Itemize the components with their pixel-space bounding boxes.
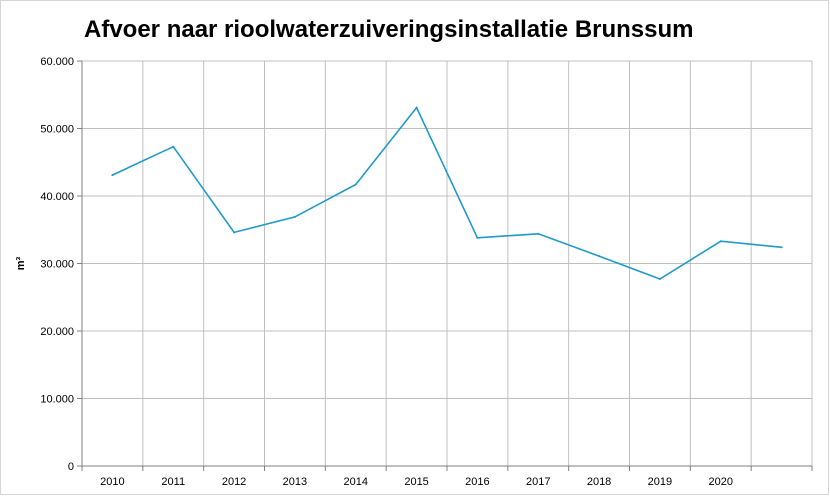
y-tick-label: 10.000 [40,394,74,406]
y-tick-label: 30.000 [40,259,74,271]
data-point [415,106,418,109]
x-tick-label: 2015 [404,476,428,488]
y-tick-label: 50.000 [40,124,74,136]
x-tick-label: 2010 [100,476,124,488]
x-tick-label: 2020 [709,476,733,488]
data-point [293,215,296,218]
chart-title: Afvoer naar rioolwaterzuiveringsinstalla… [84,16,694,43]
data-point [658,278,661,281]
data-point [598,255,601,258]
y-tick-label: 0 [68,461,74,473]
data-point [111,174,114,177]
series-group [111,106,783,281]
x-tick-label: 2018 [587,476,611,488]
data-point [537,232,540,235]
x-tick-labels: 2010 2011 2012 2013 2014 2015 2016 2017 2018 2019… [81,466,813,488]
y-tick-labels: 0 10.000 20.000 30.000 40.000 50.000 60.000 [40,56,74,473]
series-line [112,106,782,280]
horizontal-gridlines [77,60,812,467]
y-tick-label: 20.000 [40,326,74,338]
x-tick-label: 2016 [465,476,489,488]
y-tick-label: 60.000 [40,56,74,68]
data-point [780,246,783,249]
x-tick-label: 2011 [161,476,185,488]
data-point [172,145,175,148]
x-tick-label: 2013 [283,476,307,488]
y-axis-label: m³ [15,256,27,270]
data-point [233,231,236,234]
data-point [354,183,357,186]
x-tick-label: 2012 [222,476,246,488]
data-point [476,236,479,239]
x-tick-label: 2019 [648,476,672,488]
data-point [719,240,722,243]
x-tick-label: 2014 [344,476,368,488]
x-tick-label: 2017 [526,476,550,488]
y-tick-label: 40.000 [40,191,74,203]
